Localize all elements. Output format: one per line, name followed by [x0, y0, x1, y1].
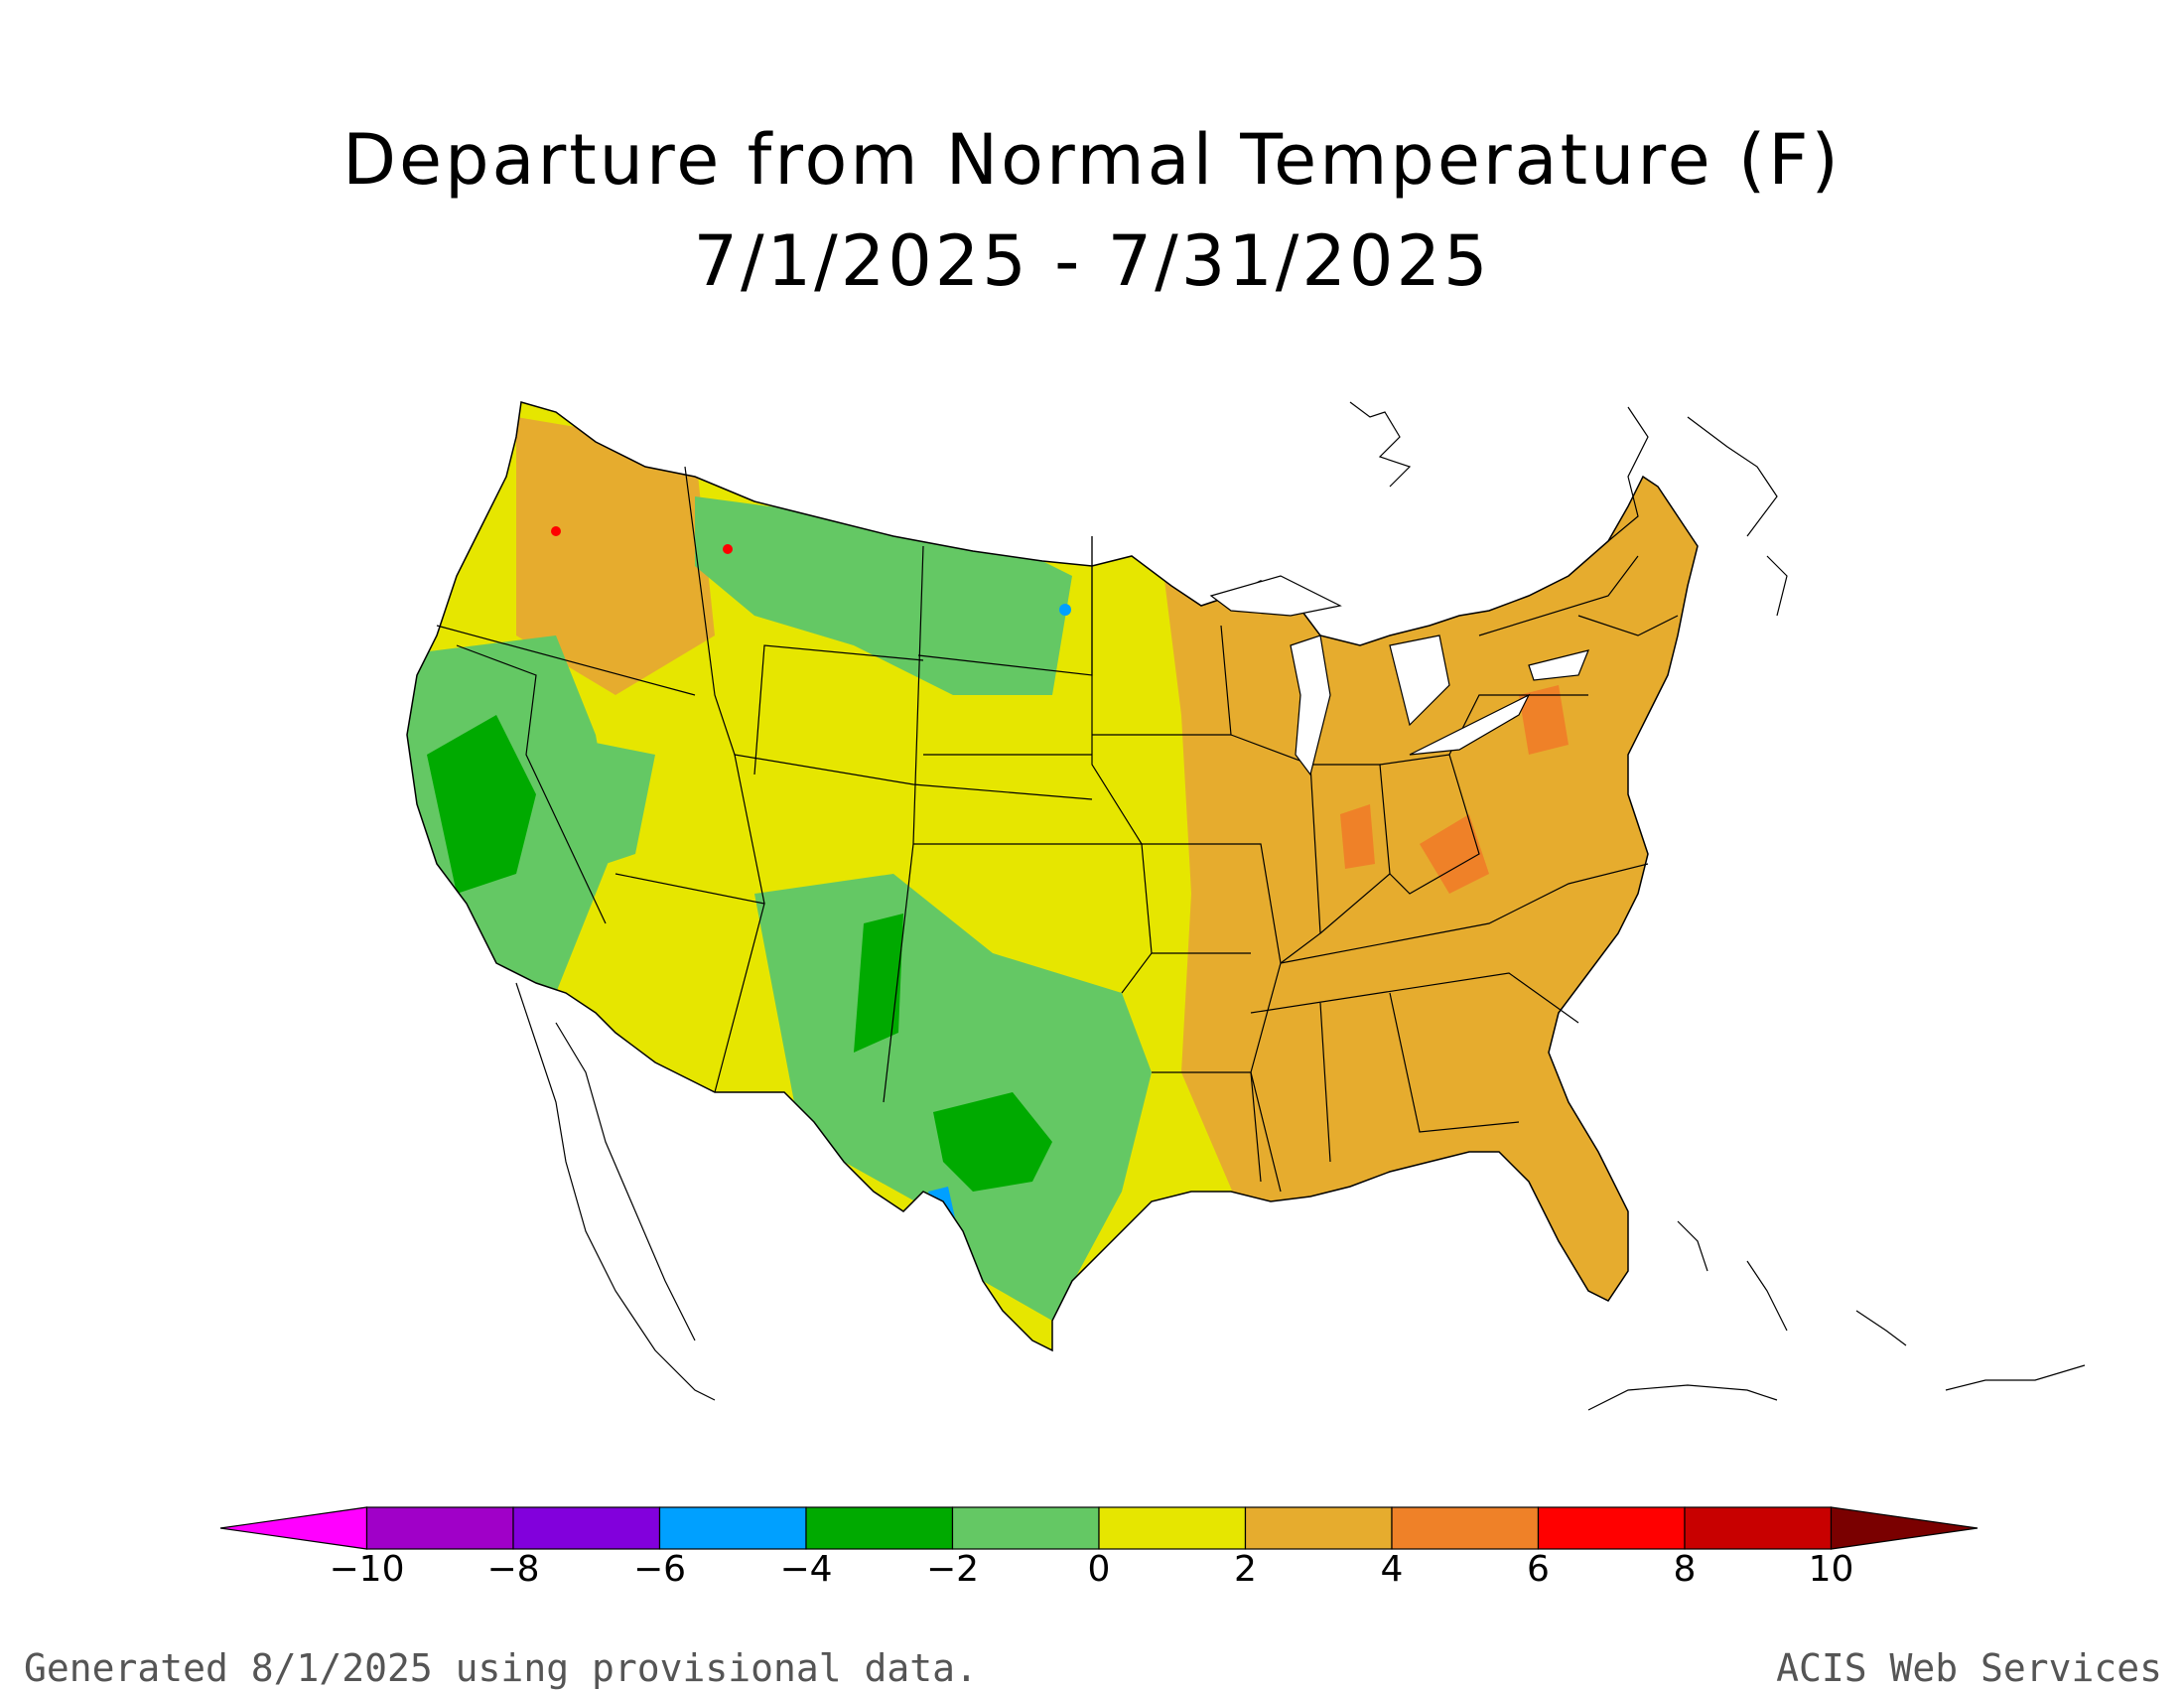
- border-tennessee-kentucky: [1280, 863, 1649, 964]
- colorbar-tick-label: −10: [329, 1549, 405, 1590]
- colorbar-tick-label: −6: [632, 1549, 687, 1590]
- colorbar-tick-label: −8: [486, 1549, 540, 1590]
- colorbar-bin: [1537, 1506, 1686, 1550]
- border-indiana: [1310, 764, 1391, 934]
- border-new-york: [1478, 555, 1639, 636]
- lake-superior: [1209, 575, 1342, 617]
- field-warm-appalachia: [1420, 814, 1489, 894]
- field-cool-texas: [754, 874, 1152, 1321]
- border-oregon-washington: [436, 625, 696, 696]
- field-warm-pennsylvania: [1519, 685, 1569, 755]
- colorbar-tick-label: 2: [1234, 1549, 1257, 1590]
- colorbar-bin: [805, 1506, 954, 1550]
- neighbor-coastlines: [515, 401, 2086, 1411]
- border-utah-colorado: [734, 754, 1093, 905]
- state-borders: [436, 466, 1679, 1193]
- colorbar-bin: [951, 1506, 1100, 1550]
- coast-nova-scotia: [1766, 555, 1788, 617]
- colorbar-bin: [1830, 1506, 1979, 1550]
- colorbar-tick-label: 10: [1808, 1549, 1854, 1590]
- colorbar-bin: [219, 1506, 368, 1550]
- field-cold-new-mexico: [854, 914, 903, 1053]
- map-title: Departure from Normal Temperature (F): [342, 119, 1842, 201]
- colorbar-tick-label: −4: [779, 1549, 833, 1590]
- colorbar-tick-label: 4: [1380, 1549, 1404, 1590]
- coast-newfoundland: [1687, 416, 1778, 537]
- great-lakes: [1209, 575, 1589, 776]
- coast-bahamas-a: [1677, 1220, 1708, 1272]
- colorbar-tick-label: 8: [1673, 1549, 1697, 1590]
- border-louisiana: [1152, 1071, 1282, 1193]
- lake-erie: [1409, 693, 1531, 756]
- coast-bahamas-b: [1746, 1260, 1788, 1332]
- colorbar-bin: [658, 1506, 807, 1550]
- colorbar-bin: [1244, 1506, 1393, 1550]
- field-cold-texas: [933, 1092, 1052, 1192]
- border-mississippi-alabama: [1319, 1002, 1331, 1163]
- colorbar-tick-label: −2: [925, 1549, 980, 1590]
- colorbar-bin: [1391, 1506, 1540, 1550]
- border-alabama-georgia: [1389, 992, 1520, 1133]
- colorbar-tick-label: 0: [1087, 1549, 1111, 1590]
- colorbar-bin: [365, 1506, 514, 1550]
- border-ohio: [1379, 754, 1480, 895]
- coast-bahamas-c: [1855, 1310, 1907, 1346]
- colorbar-bin: [1684, 1506, 1833, 1550]
- border-kansas-oklahoma: [913, 843, 1153, 994]
- field-cold-california: [427, 715, 536, 894]
- coast-cuba: [1587, 1384, 1778, 1411]
- field-very-cold-dakota: [1059, 604, 1071, 616]
- border-illinois: [1230, 734, 1321, 964]
- border-new-england: [1577, 615, 1679, 636]
- lake-michigan: [1290, 634, 1331, 776]
- coast-baja-east: [555, 1022, 696, 1341]
- map-date-range: 7/1/2025 - 7/31/2025: [693, 220, 1491, 302]
- field-hot-oregon: [551, 526, 561, 536]
- colorbar-bin: [1098, 1506, 1247, 1550]
- generated-note: Generated 8/1/2025 using provisional dat…: [24, 1646, 978, 1690]
- lake-huron: [1389, 634, 1450, 727]
- coast-quebec: [1607, 406, 1649, 542]
- colorbar-bin: [512, 1506, 661, 1550]
- coast-hispaniola: [1945, 1364, 2086, 1391]
- border-tennessee-south: [1250, 972, 1579, 1024]
- border-california-nevada: [456, 644, 607, 924]
- colorbar: [219, 1506, 1979, 1550]
- border-minnesota-iowa: [1091, 536, 1143, 845]
- field-warm-northwest: [516, 417, 715, 695]
- temperature-field: [407, 402, 1698, 1350]
- border-idaho-montana: [684, 466, 736, 756]
- coast-baja-west: [515, 982, 716, 1401]
- colorbar-tick-label: 6: [1527, 1549, 1550, 1590]
- border-wyoming: [753, 644, 924, 775]
- coast-hudson-bay: [1349, 401, 1412, 488]
- field-hot-montana: [723, 544, 733, 554]
- lake-ontario: [1528, 649, 1589, 681]
- source-credit: ACIS Web Services: [1776, 1646, 2162, 1690]
- field-cool-nevada: [556, 735, 655, 874]
- field-warm-indiana: [1340, 804, 1375, 869]
